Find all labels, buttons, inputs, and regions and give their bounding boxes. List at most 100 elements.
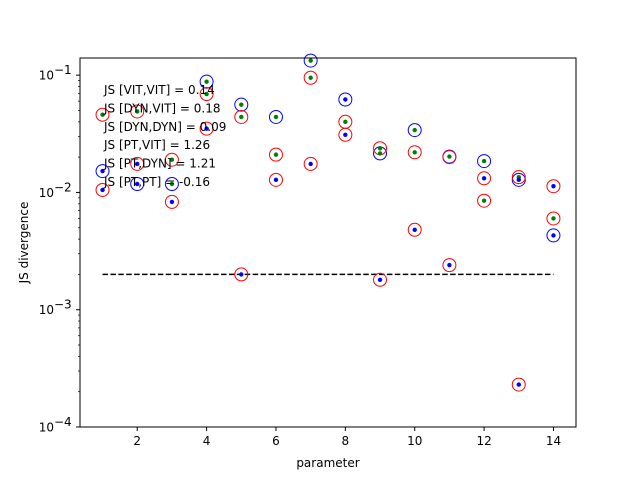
y-tick-label-0: 10 (39, 421, 54, 435)
ring-marker-1-2 (130, 156, 145, 171)
dot-marker-2-15 (412, 150, 417, 155)
ring-marker-0-13 (546, 228, 561, 243)
ring-marker-1-3 (130, 104, 145, 119)
ring-marker-1-10 (268, 172, 283, 187)
y-tick-exponent-3: −1 (54, 63, 72, 77)
dot-marker-2-11 (308, 58, 313, 63)
axes-frame (79, 57, 577, 428)
ring-marker-1-7 (199, 87, 214, 102)
y-tick-exponent-1: −3 (54, 298, 72, 312)
dot-marker-3-14 (481, 176, 487, 181)
ring-marker-1-16 (373, 272, 388, 287)
dot-marker-2-7 (239, 102, 244, 107)
dot-marker-2-0 (100, 112, 105, 117)
annotation-4: JS [PT,DYN] = 1.21 (103, 157, 216, 171)
ring-marker-1-21 (442, 150, 457, 165)
dot-marker-2-16 (412, 127, 417, 133)
x-tick-label-2: 6 (272, 434, 280, 448)
ring-marker-1-0 (95, 182, 110, 197)
annotation-5: JS [PT,PT] = -0.16 (103, 175, 210, 189)
ring-marker-1-4 (164, 194, 179, 209)
ring-marker-0-4 (234, 97, 249, 112)
dot-marker-2-14 (377, 146, 383, 151)
dot-marker-3-16 (516, 177, 521, 183)
ring-marker-1-19 (407, 145, 422, 160)
ring-marker-0-9 (407, 123, 422, 138)
ring-marker-0-11 (477, 154, 492, 169)
ring-marker-0-0 (95, 164, 110, 179)
y-tick-exponent-2: −2 (54, 180, 72, 194)
ring-marker-1-9 (234, 109, 249, 124)
dot-marker-3-9 (343, 132, 348, 137)
dot-marker-3-18 (551, 184, 556, 189)
x-tick-label-5: 12 (476, 434, 491, 448)
dot-marker-2-6 (239, 114, 244, 120)
dot-marker-2-5 (204, 79, 209, 84)
x-tick-label-0: 2 (133, 434, 141, 448)
dot-marker-3-5 (204, 126, 209, 131)
dot-marker-3-0 (100, 187, 105, 193)
dot-marker-2-19 (481, 158, 487, 164)
ring-marker-1-1 (95, 107, 110, 122)
dot-marker-2-17 (447, 154, 452, 159)
ring-marker-1-26 (546, 211, 561, 226)
y-axis-label: JS divergence (17, 202, 31, 285)
annotation-0: JS [VIT,VIT] = 0.14 (103, 83, 215, 97)
ring-marker-1-27 (546, 179, 561, 194)
x-tick-label-4: 10 (407, 434, 422, 448)
y-tick-label-3: 10 (39, 69, 54, 83)
dot-marker-3-11 (377, 277, 383, 282)
dot-marker-2-1 (135, 109, 140, 114)
ring-marker-1-12 (303, 156, 318, 171)
dot-marker-3-8 (308, 161, 313, 167)
dot-marker-3-1 (100, 168, 105, 174)
dot-marker-3-10 (343, 97, 348, 102)
ring-marker-1-6 (199, 121, 214, 136)
ring-marker-1-15 (338, 114, 353, 129)
annotation-1: JS [DYN,VIT] = 0.18 (103, 101, 221, 115)
plot-area (80, 58, 576, 427)
ring-marker-0-7 (338, 92, 353, 107)
ring-marker-0-3 (199, 74, 214, 89)
ring-marker-1-18 (407, 222, 422, 237)
ring-marker-1-11 (268, 147, 283, 162)
dot-markers (100, 58, 556, 387)
x-tick-label-6: 14 (546, 434, 561, 448)
ring-marker-0-1 (130, 176, 145, 191)
annotation-2: JS [DYN,DYN] = 0.09 (103, 120, 226, 134)
dot-marker-2-21 (551, 216, 556, 221)
dot-marker-2-12 (343, 119, 348, 125)
dot-marker-3-2 (135, 181, 140, 187)
x-axis-label: parameter (296, 456, 359, 470)
ring-marker-1-24 (511, 377, 526, 392)
ring-marker-1-23 (477, 171, 492, 186)
dot-marker-2-2 (169, 181, 175, 187)
dot-marker-2-8 (273, 152, 279, 157)
dot-marker-2-10 (308, 75, 313, 80)
ring-marker-0-12 (511, 172, 526, 187)
dot-marker-3-15 (516, 382, 521, 387)
dot-marker-2-4 (204, 91, 209, 97)
x-tick-label-1: 4 (203, 434, 211, 448)
ring-marker-1-13 (303, 70, 318, 85)
dot-marker-3-4 (169, 199, 175, 205)
dot-marker-3-3 (135, 161, 140, 167)
ring-marker-1-25 (511, 170, 526, 185)
dot-marker-2-3 (169, 157, 175, 162)
x-tick-label-3: 8 (342, 434, 350, 448)
dot-marker-3-12 (412, 227, 417, 233)
dot-marker-3-7 (273, 177, 279, 183)
ring-marker-1-20 (442, 258, 457, 273)
dot-marker-2-18 (481, 198, 487, 203)
ring-markers (95, 53, 561, 392)
ring-marker-0-2 (164, 176, 179, 191)
ring-marker-0-6 (303, 53, 318, 68)
y-tick-label-2: 10 (39, 186, 54, 200)
dot-marker-3-6 (239, 272, 244, 277)
ring-marker-0-5 (268, 109, 283, 124)
annotation-text: JS [VIT,VIT] = 0.14 JS [DYN,VIT] = 0.18 JS… (103, 83, 226, 189)
y-tick-label-1: 10 (39, 303, 54, 317)
dot-marker-3-17 (551, 233, 556, 238)
y-tick-exponent-0: −4 (54, 415, 72, 429)
